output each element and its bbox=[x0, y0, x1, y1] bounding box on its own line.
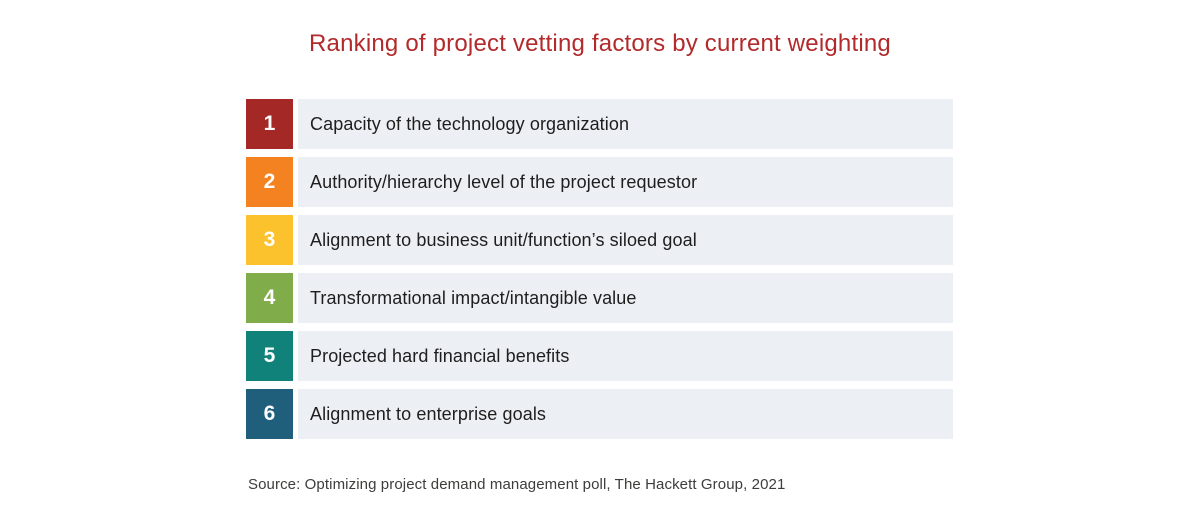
chart-title: Ranking of project vetting factors by cu… bbox=[309, 30, 891, 57]
ranking-row: 1 Capacity of the technology organizatio… bbox=[246, 99, 953, 149]
factor-label: Alignment to business unit/function’s si… bbox=[298, 215, 953, 265]
ranking-list: 1 Capacity of the technology organizatio… bbox=[246, 99, 953, 447]
rank-badge: 6 bbox=[246, 389, 293, 439]
rank-badge: 4 bbox=[246, 273, 293, 323]
factor-label: Capacity of the technology organization bbox=[298, 99, 953, 149]
rank-badge: 2 bbox=[246, 157, 293, 207]
ranking-row: 5 Projected hard financial benefits bbox=[246, 331, 953, 381]
factor-label: Alignment to enterprise goals bbox=[298, 389, 953, 439]
source-note: Source: Optimizing project demand manage… bbox=[248, 476, 786, 493]
rank-badge: 3 bbox=[246, 215, 293, 265]
factor-label: Authority/hierarchy level of the project… bbox=[298, 157, 953, 207]
factor-label: Transformational impact/intangible value bbox=[298, 273, 953, 323]
ranking-row: 3 Alignment to business unit/function’s … bbox=[246, 215, 953, 265]
ranking-row: 2 Authority/hierarchy level of the proje… bbox=[246, 157, 953, 207]
factor-label: Projected hard financial benefits bbox=[298, 331, 953, 381]
ranking-row: 4 Transformational impact/intangible val… bbox=[246, 273, 953, 323]
rank-badge: 1 bbox=[246, 99, 293, 149]
rank-badge: 5 bbox=[246, 331, 293, 381]
ranking-row: 6 Alignment to enterprise goals bbox=[246, 389, 953, 439]
